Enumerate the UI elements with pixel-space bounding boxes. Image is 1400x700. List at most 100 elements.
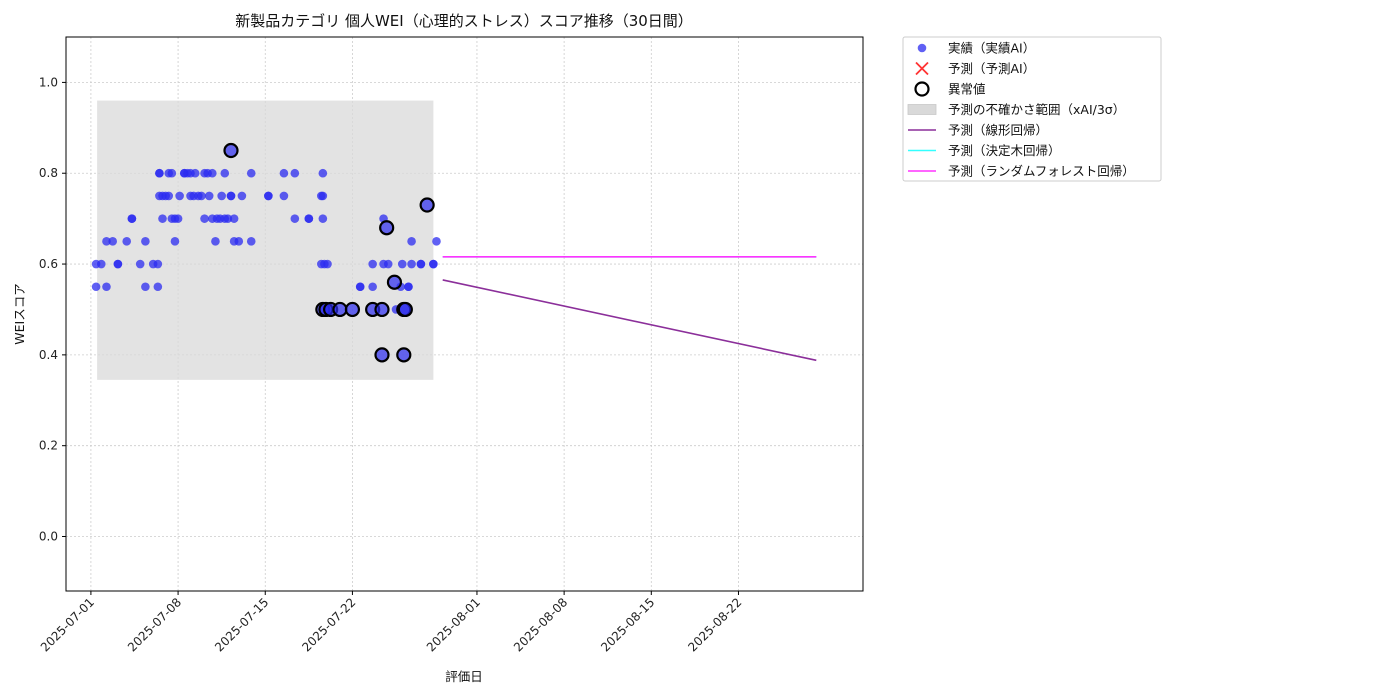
actual-point	[102, 237, 111, 246]
actual-point	[304, 214, 314, 223]
anomaly-point	[374, 301, 390, 318]
actual-point	[220, 168, 230, 178]
legend-swatch	[915, 61, 929, 76]
actual-point	[153, 259, 163, 269]
x-tick-label: 2025-08-01	[424, 595, 483, 654]
anomaly-point	[386, 274, 403, 290]
actual-point	[368, 282, 377, 292]
actual-point	[127, 214, 137, 223]
legend-label: 予測（線形回帰）	[948, 123, 1048, 138]
legend-item-band: 予測の不確かさ範囲（xAI/3σ）	[907, 102, 1125, 117]
actual-point	[158, 214, 167, 223]
actual-point	[290, 168, 300, 178]
legend-label: 異常値	[948, 82, 986, 97]
y-axis-ticks: 0.0 0.2 0.4 0.6 0.8 1.0	[39, 75, 66, 544]
legend-item-actual: 実績（実績AI）	[917, 41, 1035, 56]
actual-point	[407, 237, 416, 246]
actual-point	[167, 168, 177, 178]
anomaly-point	[379, 220, 395, 236]
y-tick-label: 1.0	[39, 75, 58, 89]
legend-swatch	[907, 104, 937, 115]
actual-point	[91, 282, 101, 292]
anomaly-point	[396, 347, 412, 363]
actual-point	[229, 214, 239, 223]
legend-item-tree: 予測（決定木回帰）	[908, 143, 1061, 158]
actual-point	[197, 191, 206, 201]
actual-point	[122, 237, 132, 246]
y-tick-label: 0.4	[39, 348, 58, 362]
actual-point	[211, 237, 220, 246]
actual-point	[355, 282, 365, 292]
actual-point	[175, 191, 184, 201]
uncertainty-band	[97, 100, 434, 380]
legend-item-linear: 予測（線形回帰）	[908, 123, 1048, 138]
legend-item-forest: 予測（ランダムフォレスト回帰）	[908, 164, 1135, 179]
anomaly-point	[374, 347, 390, 363]
legend-swatch	[917, 43, 927, 53]
actual-point	[170, 237, 180, 246]
actual-point	[407, 259, 416, 269]
actual-point	[368, 259, 377, 269]
x-tick-label: 2025-08-15	[598, 595, 657, 654]
actual-point	[323, 259, 332, 269]
actual-point	[397, 259, 407, 269]
actual-point	[383, 259, 393, 269]
actual-point	[135, 259, 145, 269]
actual-point	[200, 214, 209, 223]
x-tick-label: 2025-08-08	[511, 595, 570, 654]
legend-item-anomaly: 異常値	[914, 81, 986, 97]
actual-point	[404, 282, 413, 292]
legend-label: 実績（実績AI）	[948, 41, 1035, 56]
anomaly-point	[344, 301, 361, 318]
actual-point	[318, 168, 328, 178]
legend-frame	[902, 36, 1162, 182]
actual-point	[96, 259, 106, 269]
actual-point	[279, 168, 289, 178]
regression-lines-layer	[442, 255, 817, 362]
actual-point	[237, 191, 247, 201]
actual-points-layer	[91, 168, 441, 314]
x-tick-label: 2025-08-22	[685, 595, 744, 654]
actual-point	[113, 259, 123, 269]
y-tick-label: 0.2	[39, 439, 58, 453]
actual-point	[226, 191, 236, 201]
actual-point	[416, 259, 426, 269]
plot-frame	[65, 36, 864, 592]
x-tick-label: 2025-07-01	[38, 595, 97, 654]
actual-point	[223, 214, 233, 223]
actual-point	[429, 259, 438, 269]
x-tick-label: 2025-07-08	[125, 595, 184, 654]
anomaly-point	[332, 301, 348, 318]
actual-point	[264, 191, 273, 201]
legend-swatch	[914, 81, 930, 97]
y-tick-label: 0.0	[39, 530, 58, 544]
plot-area	[65, 36, 864, 592]
actual-point	[108, 237, 117, 246]
legend-label: 予測（ランダムフォレスト回帰）	[948, 164, 1135, 179]
actual-point	[246, 237, 256, 246]
y-axis-label: WEIスコア	[12, 283, 27, 344]
actual-point	[153, 282, 163, 292]
x-axis-ticks: 2025-07-01 2025-07-08 2025-07-15 2025-07-22…	[38, 591, 745, 654]
legend-item-predicted: 予測（予測AI）	[915, 61, 1035, 76]
anomaly-points-layer	[223, 142, 435, 363]
actual-point	[102, 282, 111, 292]
actual-point	[246, 168, 256, 178]
chart-title: 新製品カテゴリ 個人WEI（心理的ストレス）スコア推移（30日間）	[235, 12, 693, 30]
actual-point	[279, 191, 289, 201]
actual-point	[141, 282, 150, 292]
actual-point	[290, 214, 300, 223]
linear-regression-line	[442, 279, 817, 362]
actual-point	[318, 191, 328, 201]
actual-point	[173, 214, 183, 223]
uncertainty-band-layer	[97, 100, 434, 380]
legend-label: 予測の不確かさ範囲（xAI/3σ）	[948, 102, 1125, 117]
actual-point	[141, 237, 150, 246]
actual-point	[432, 237, 441, 246]
actual-point	[217, 191, 226, 201]
actual-point	[155, 168, 164, 178]
actual-point	[318, 214, 328, 223]
